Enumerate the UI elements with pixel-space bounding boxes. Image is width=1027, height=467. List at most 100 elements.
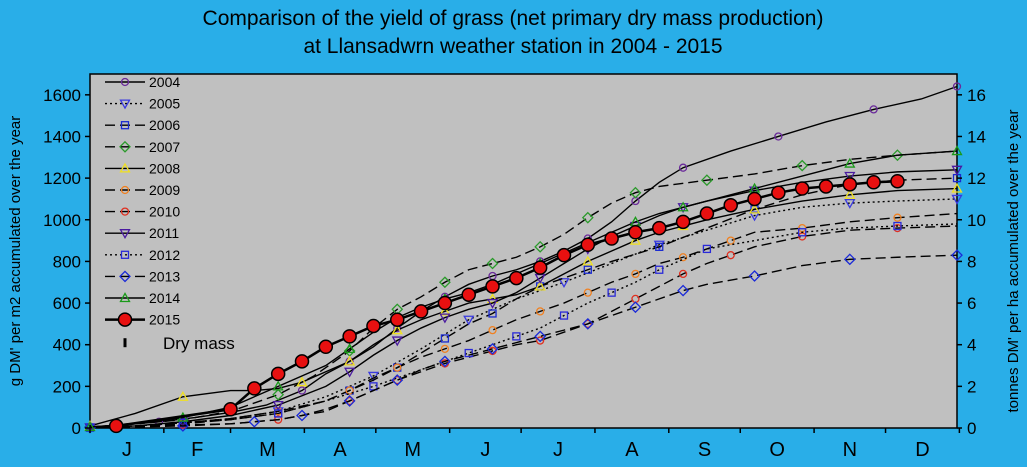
data-point-2009 bbox=[631, 269, 640, 279]
data-point-2014 bbox=[344, 343, 356, 354]
data-point-2012 bbox=[512, 332, 521, 341]
data-point-2010 bbox=[345, 396, 354, 406]
left-y-axis-label: g DM' per m2 accumulated over the year bbox=[7, 116, 24, 386]
data-point-2015 bbox=[108, 418, 124, 434]
data-point-2015 bbox=[652, 220, 667, 236]
data-point-2015 bbox=[318, 339, 334, 355]
data-point-2015 bbox=[390, 312, 405, 327]
right-y-tick-label: 14 bbox=[967, 127, 986, 146]
legend-marker-2007 bbox=[119, 140, 131, 153]
data-point-2012 bbox=[655, 265, 664, 274]
data-point-2013 bbox=[296, 409, 308, 422]
data-point-2008 bbox=[951, 182, 963, 193]
data-point-2004 bbox=[774, 132, 783, 141]
data-point-2010 bbox=[726, 251, 735, 260]
legend-marker-2010 bbox=[120, 207, 130, 216]
series-line-2011 bbox=[89, 169, 958, 429]
data-point-2012 bbox=[798, 228, 807, 237]
data-point-2009 bbox=[345, 386, 354, 395]
data-point-2011 bbox=[439, 313, 451, 324]
data-point-2009 bbox=[726, 236, 735, 245]
data-point-2013 bbox=[748, 270, 761, 282]
data-point-2015 bbox=[771, 185, 786, 200]
left-y-tick-label: 1400 bbox=[43, 127, 81, 146]
data-point-2013 bbox=[951, 249, 963, 262]
month-label: S bbox=[698, 439, 711, 461]
data-point-2005 bbox=[463, 315, 475, 326]
data-point-2011 bbox=[344, 367, 356, 378]
data-point-2007 bbox=[581, 211, 594, 224]
data-point-2008 bbox=[629, 234, 642, 245]
series-line-2007 bbox=[89, 150, 958, 428]
data-point-2012 bbox=[893, 221, 902, 231]
data-point-2015 bbox=[509, 270, 524, 286]
left-y-tick-label: 0 bbox=[72, 419, 81, 438]
data-point-2007 bbox=[272, 388, 285, 401]
month-label: M bbox=[259, 439, 276, 461]
data-point-2008 bbox=[844, 188, 856, 199]
left-y-tick-label: 200 bbox=[53, 377, 81, 396]
data-point-2007 bbox=[796, 159, 809, 172]
data-point-2005 bbox=[844, 198, 856, 209]
data-point-2012 bbox=[274, 409, 283, 418]
right-y-tick-label: 12 bbox=[967, 169, 986, 188]
data-point-2006 bbox=[488, 309, 497, 318]
month-label: J bbox=[553, 439, 563, 461]
data-point-2007 bbox=[891, 149, 904, 162]
data-point-2004 bbox=[297, 386, 307, 395]
data-point-2015 bbox=[366, 318, 381, 334]
data-point-2015 bbox=[628, 225, 643, 240]
legend-label-2009: 2009 bbox=[149, 182, 180, 198]
legend-label-2004: 2004 bbox=[149, 74, 180, 90]
data-point-2004 bbox=[952, 82, 962, 91]
data-point-2005 bbox=[951, 194, 963, 205]
right-y-tick-label: 8 bbox=[967, 252, 976, 271]
month-label: A bbox=[333, 439, 347, 461]
data-point-2011 bbox=[748, 186, 761, 197]
data-point-2015 bbox=[699, 206, 715, 221]
legend-label-2010: 2010 bbox=[149, 204, 180, 220]
left-y-tick-label: 1600 bbox=[43, 86, 81, 105]
data-point-2015 bbox=[223, 402, 238, 417]
data-point-2013 bbox=[843, 253, 856, 266]
series-line-2004 bbox=[89, 85, 958, 428]
series-line-2012 bbox=[89, 223, 958, 429]
data-point-2012 bbox=[607, 288, 616, 297]
data-point-2015 bbox=[342, 329, 357, 344]
data-point-2015 bbox=[556, 247, 572, 263]
data-point-2015 bbox=[842, 177, 858, 192]
data-point-2015 bbox=[794, 181, 810, 196]
data-point-2015 bbox=[580, 237, 596, 253]
data-point-2004 bbox=[678, 163, 688, 172]
data-point-2005 bbox=[748, 211, 761, 222]
data-point-2009 bbox=[393, 363, 402, 372]
legend-label-2012: 2012 bbox=[149, 247, 180, 263]
month-label: M bbox=[404, 439, 421, 461]
data-point-2013 bbox=[391, 374, 404, 387]
data-point-2009 bbox=[536, 307, 545, 316]
data-point-2015 bbox=[604, 231, 619, 246]
legend-marker-2004 bbox=[120, 77, 130, 87]
month-label: N bbox=[843, 439, 857, 461]
legend-label-2013: 2013 bbox=[149, 268, 180, 284]
data-point-2014 bbox=[272, 380, 284, 391]
data-point-2005 bbox=[558, 278, 570, 289]
right-y-tick-label: 2 bbox=[967, 377, 976, 396]
data-point-2015 bbox=[532, 260, 548, 275]
legend-label-2014: 2014 bbox=[149, 290, 180, 306]
legend-marker-2005 bbox=[119, 99, 131, 110]
data-point-2013 bbox=[629, 301, 642, 314]
data-point-2010 bbox=[678, 269, 688, 279]
data-point-2015 bbox=[866, 175, 881, 190]
data-point-2015 bbox=[723, 197, 738, 213]
left-y-tick-label: 1200 bbox=[43, 169, 81, 188]
data-point-2008 bbox=[344, 355, 356, 366]
right-y-axis-label: tonnes DM' per ha accumulated over the y… bbox=[1005, 109, 1022, 412]
data-point-2006 bbox=[440, 334, 450, 343]
left-y-tick-label: 800 bbox=[53, 252, 81, 271]
right-y-tick-label: 16 bbox=[967, 86, 986, 105]
data-point-2007 bbox=[486, 257, 499, 270]
legend-marker-2013 bbox=[119, 270, 131, 283]
data-point-2011 bbox=[486, 298, 499, 309]
data-point-2011 bbox=[951, 165, 963, 176]
